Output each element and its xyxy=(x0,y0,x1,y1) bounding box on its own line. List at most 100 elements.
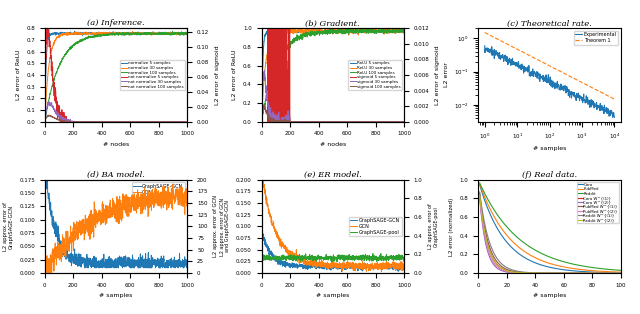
sigmoid 30 samples xyxy=(269,120,276,124)
ReLU 100 samples xyxy=(258,119,266,123)
Line: ReLU 30 samples: ReLU 30 samples xyxy=(262,28,404,118)
Reddit W^{(1)} xyxy=(509,268,516,272)
sigmoid 30 samples xyxy=(369,120,377,124)
Experimental xyxy=(587,105,595,109)
sigmoid 30 samples xyxy=(260,68,268,72)
sigmoid 30 samples xyxy=(321,120,328,124)
GraphSAGE-pool xyxy=(273,255,280,258)
Line: Cora: Cora xyxy=(479,185,621,273)
Line: sigmoid 30 samples: sigmoid 30 samples xyxy=(262,70,404,122)
Line: Reddit W^{(1)}: Reddit W^{(1)} xyxy=(479,192,621,273)
sigmoid 5 samples xyxy=(369,120,377,124)
PubMed W^{(1)} xyxy=(605,271,613,275)
ReLU 100 samples xyxy=(400,28,408,32)
sigmoid 100 samples xyxy=(400,120,408,124)
ReLU 5 samples xyxy=(316,29,323,33)
ReLU 30 samples xyxy=(273,31,280,35)
normalize 100 samples xyxy=(184,32,191,35)
Cora W^{(2)} xyxy=(560,271,568,275)
not normalize 5 samples xyxy=(44,17,52,21)
Line: ReLU 100 samples: ReLU 100 samples xyxy=(262,28,404,121)
Reddit W^{(2)} xyxy=(503,269,511,273)
Cora W^{(2)} xyxy=(617,271,625,275)
Y-axis label: L2 approx. error of
GraphSAGE-GCN: L2 approx. error of GraphSAGE-GCN xyxy=(3,202,14,251)
not normalize 100 samples xyxy=(139,120,147,124)
Cora xyxy=(610,271,618,274)
ReLU 5 samples xyxy=(258,111,266,114)
normalize 5 samples xyxy=(155,32,163,35)
GCN xyxy=(378,270,385,273)
Cora xyxy=(560,268,568,272)
ReLU 30 samples xyxy=(316,27,323,31)
GCN xyxy=(152,192,160,196)
GCN xyxy=(258,170,266,173)
not normalize 30 samples xyxy=(139,120,147,124)
Cora W^{(2)} xyxy=(610,271,618,275)
sigmoid 100 samples xyxy=(260,103,268,107)
GraphSAGE-GCN xyxy=(258,228,266,232)
GCN xyxy=(99,200,106,203)
normalize 5 samples xyxy=(71,30,79,33)
PubMed W^{(2)} xyxy=(503,270,511,273)
ReLU 30 samples xyxy=(372,29,380,33)
sigmoid 30 samples xyxy=(316,120,323,124)
not normalize 5 samples xyxy=(41,116,49,120)
Experimental xyxy=(481,44,488,48)
Cora W^{(2)} xyxy=(605,271,613,275)
Title: (b) Gradient.: (b) Gradient. xyxy=(305,19,360,28)
Line: Experimental: Experimental xyxy=(484,46,614,117)
Theorem 1 xyxy=(481,31,488,35)
sigmoid 100 samples xyxy=(372,120,380,124)
Experimental xyxy=(558,88,566,91)
ReLU 5 samples xyxy=(356,30,364,33)
Y-axis label: L2 approx. error of GCN
and GraphSAGE-GCN: L2 approx. error of GCN and GraphSAGE-GC… xyxy=(220,198,230,256)
Reddit W^{(2)} xyxy=(610,271,618,275)
GraphSAGE-GCN xyxy=(372,266,380,269)
GCN xyxy=(400,266,408,269)
sigmoid 5 samples xyxy=(400,120,408,124)
GraphSAGE-pool xyxy=(321,257,328,260)
GraphSAGE-GCN xyxy=(316,266,323,270)
normalize 100 samples xyxy=(41,119,49,123)
normalize 30 samples xyxy=(155,31,163,35)
normalize 5 samples xyxy=(99,31,106,35)
GraphSAGE-pool xyxy=(400,255,408,259)
not normalize 100 samples xyxy=(41,119,49,123)
PubMed W^{(1)} xyxy=(509,269,516,273)
Line: normalize 30 samples: normalize 30 samples xyxy=(45,32,188,118)
normalize 5 samples xyxy=(184,31,191,35)
Legend: Cora, PubMed, Reddit, Cora W^{(1)}, Cora W^{(2)}, PubMed W^{(1)}, PubMed W^{(2)}: Cora, PubMed, Reddit, Cora W^{(1)}, Cora… xyxy=(577,181,619,223)
Theorem 1 xyxy=(611,97,618,101)
ReLU 100 samples xyxy=(372,28,380,32)
GraphSAGE-GCN xyxy=(369,264,377,268)
Reddit W^{(2)} xyxy=(560,271,568,275)
ReLU 100 samples xyxy=(321,31,328,35)
X-axis label: # samples: # samples xyxy=(533,294,566,299)
GCN xyxy=(184,191,191,195)
Cora W^{(1)} xyxy=(617,271,625,275)
GCN xyxy=(356,265,364,269)
Cora W^{(1)} xyxy=(548,271,556,275)
normalize 100 samples xyxy=(99,32,106,36)
PubMed xyxy=(610,270,618,274)
PubMed xyxy=(509,240,516,243)
Reddit xyxy=(605,268,613,271)
Y-axis label: L2 error of ReLU: L2 error of ReLU xyxy=(16,50,20,100)
normalize 5 samples xyxy=(139,32,147,35)
not normalize 30 samples xyxy=(184,120,191,124)
Title: (a) Inference.: (a) Inference. xyxy=(87,19,145,28)
Cora W^{(2)} xyxy=(476,196,483,200)
Y-axis label: L2 error of sigmoid: L2 error of sigmoid xyxy=(435,45,440,105)
Theorem 1 xyxy=(558,70,566,74)
GCN xyxy=(169,182,177,186)
GCN xyxy=(139,197,147,200)
Reddit W^{(1)} xyxy=(548,271,556,275)
Y-axis label: L2 error: L2 error xyxy=(444,62,449,87)
GCN xyxy=(369,266,377,270)
ReLU 100 samples xyxy=(356,30,364,34)
GraphSAGE-pool xyxy=(316,257,323,261)
not normalize 30 samples xyxy=(41,119,49,123)
Cora xyxy=(503,240,511,244)
not normalize 100 samples xyxy=(104,120,111,124)
GraphSAGE-pool xyxy=(369,252,377,256)
